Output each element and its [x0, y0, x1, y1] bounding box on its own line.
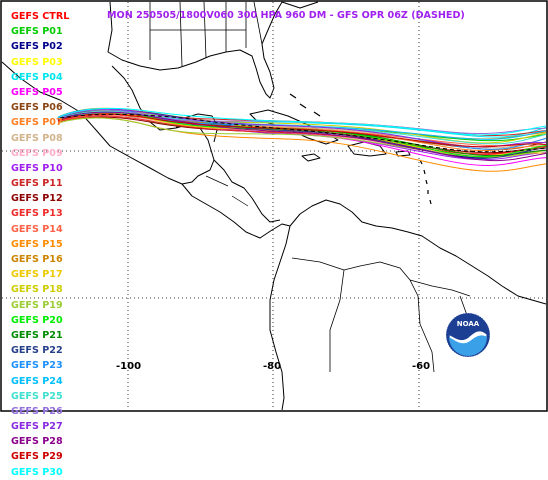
legend-item-gefs-p25: GEFS P25	[11, 390, 63, 402]
bahamas	[289, 93, 321, 117]
south-america-north-coast	[289, 199, 547, 305]
lesser-antilles	[419, 159, 432, 205]
legend-item-gefs-ctrl: GEFS CTRL	[11, 11, 70, 22]
noaa-logo-text: NOAA	[456, 320, 480, 328]
legend-item-gefs-p27: GEFS P27	[11, 421, 63, 433]
longitude-label-80: -80	[263, 361, 282, 372]
legend-item-gefs-p02: GEFS P02	[11, 41, 63, 53]
legend-item-gefs-p10: GEFS P10	[11, 162, 63, 174]
contour-gefs-p28	[57, 111, 547, 162]
longitude-label-100: -100	[116, 361, 142, 372]
legend-item-gefs-p07: GEFS P07	[11, 117, 63, 129]
map-border	[0, 0, 548, 412]
legend-item-gefs-p24: GEFS P24	[11, 375, 63, 387]
legend-item-gefs-p20: GEFS P20	[11, 314, 63, 326]
legend-item-gefs-p15: GEFS P15	[11, 238, 63, 250]
legend-item-gefs-p22: GEFS P22	[11, 345, 63, 357]
legend-item-gefs-p28: GEFS P28	[11, 436, 63, 448]
central-america-borders	[205, 175, 249, 207]
legend-item-gefs-p03: GEFS P03	[11, 56, 63, 68]
map-canvas	[0, 0, 548, 412]
jamaica	[301, 153, 321, 162]
legend-item-gefs-p06: GEFS P06	[11, 102, 63, 114]
legend-item-gefs-p04: GEFS P04	[11, 71, 63, 83]
legend-item-gefs-p14: GEFS P14	[11, 223, 63, 235]
ensemble-legend: GEFS CTRL GEFS P01 GEFS P02 GEFS P03 GEFS P0…	[11, 9, 91, 480]
legend-item-gefs-p05: GEFS P05	[11, 86, 63, 98]
legend-item-gefs-p21: GEFS P21	[11, 329, 63, 341]
legend-item-gefs-p16: GEFS P16	[11, 254, 63, 265]
legend-item-gefs-p18: GEFS P18	[11, 284, 63, 296]
legend-item-gefs-p08: GEFS P08	[11, 132, 63, 144]
central-america-caribbean	[213, 159, 281, 223]
us-gulf-coast	[107, 1, 283, 99]
us-state-borders	[149, 1, 263, 67]
contour-gefs-p30	[57, 107, 547, 136]
legend-item-gefs-p17: GEFS P17	[11, 269, 63, 281]
legend-item-gefs-p09: GEFS P09	[11, 147, 63, 159]
legend-item-gefs-p29: GEFS P29	[11, 451, 63, 463]
legend-item-gefs-p19: GEFS P19	[11, 299, 63, 311]
legend-item-gefs-p01: GEFS P01	[11, 26, 63, 38]
legend-item-gefs-p13: GEFS P13	[11, 208, 63, 220]
contour-gefs-p13	[57, 115, 547, 156]
central-america-pacific	[181, 183, 291, 239]
south-america-borders	[291, 257, 471, 373]
legend-item-gefs-p30: GEFS P30	[11, 466, 63, 478]
ensemble-contours	[57, 107, 547, 172]
chart-title: MON 250505/1800V060 300 HPA 960 DM - GFS…	[107, 10, 465, 21]
legend-item-gefs-p11: GEFS P11	[11, 178, 63, 190]
legend-item-gefs-p26: GEFS P26	[11, 405, 63, 417]
south-america-west-coast	[269, 225, 291, 411]
noaa-logo	[445, 312, 491, 358]
legend-item-gefs-p12: GEFS P12	[11, 193, 63, 205]
legend-item-gefs-p23: GEFS P23	[11, 360, 63, 372]
gfs-opr-dashed-contour	[59, 113, 547, 153]
puerto-rico	[395, 150, 411, 157]
us-east-coast	[281, 1, 319, 9]
longitude-label-60: -60	[412, 361, 431, 372]
